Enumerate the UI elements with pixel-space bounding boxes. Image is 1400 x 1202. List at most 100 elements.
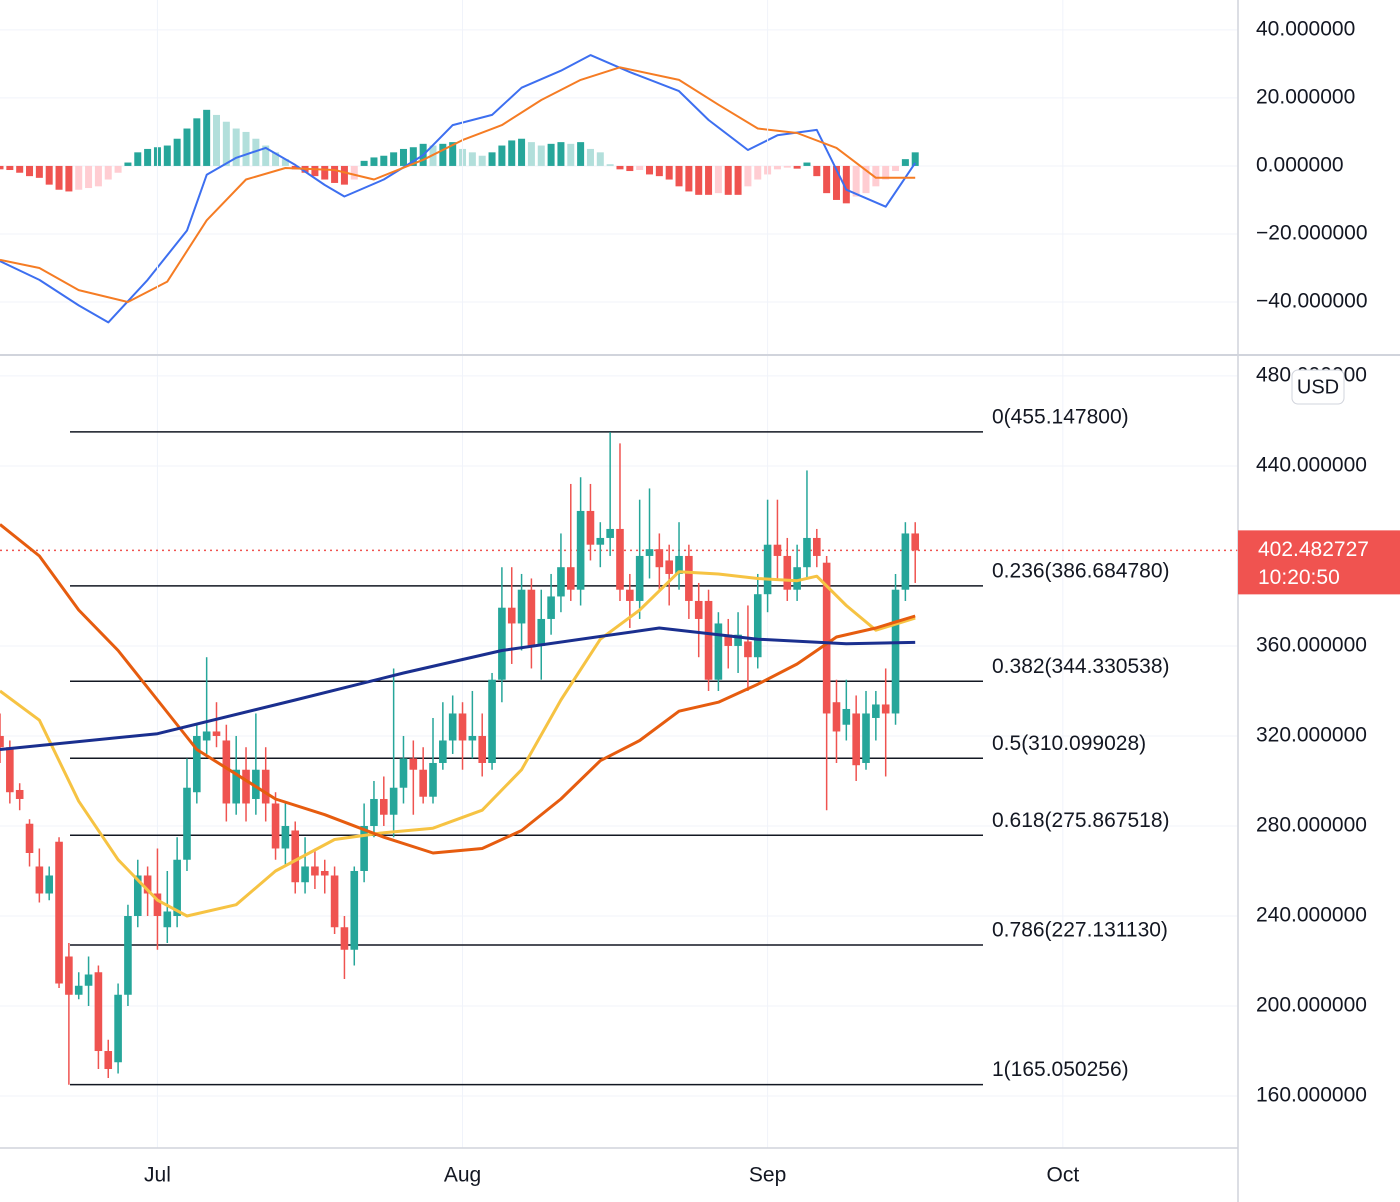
x-tick-label: Oct	[1046, 1164, 1079, 1187]
histogram-bar	[409, 147, 417, 166]
histogram-bar	[183, 128, 191, 166]
candle-body	[399, 758, 408, 788]
histogram-bar	[813, 165, 821, 177]
candle-body	[773, 544, 782, 556]
candle-body	[153, 893, 162, 916]
candle-body	[330, 875, 339, 928]
histogram-bar	[203, 109, 211, 166]
histogram-bar	[75, 165, 83, 190]
candle-body	[370, 798, 378, 826]
histogram-bar	[272, 152, 280, 166]
histogram-bar	[222, 121, 230, 166]
histogram-bar	[685, 165, 693, 192]
candle-body	[665, 560, 673, 574]
histogram-bar	[793, 165, 801, 169]
histogram-bar	[803, 162, 811, 166]
histogram-bar	[252, 138, 260, 166]
histogram-bar	[537, 145, 545, 166]
x-tick-label: Sep	[749, 1164, 786, 1187]
histogram-bar	[527, 142, 535, 166]
candle-body	[557, 567, 565, 597]
y-tick-label: −40.000000	[1256, 290, 1368, 313]
candle-body	[714, 623, 723, 680]
candle-body	[242, 769, 250, 804]
candle-body	[173, 859, 181, 916]
candle-body	[498, 607, 506, 680]
candle-body	[163, 911, 172, 928]
histogram-bar	[655, 165, 663, 177]
histogram-bar	[114, 165, 122, 173]
histogram-bar	[94, 165, 102, 187]
candle-body	[803, 537, 811, 568]
candle-body	[114, 994, 122, 1063]
candle-body	[360, 825, 368, 871]
histogram-bar	[577, 142, 585, 166]
candle-body	[222, 740, 231, 804]
histogram-bar	[173, 138, 181, 166]
candle-body	[704, 600, 713, 680]
candle-body	[419, 769, 427, 797]
histogram-bar	[734, 165, 742, 195]
histogram-bar	[0, 165, 4, 170]
histogram-bar	[852, 165, 860, 197]
line-series	[0, 523, 916, 855]
x-tick-label: Jul	[144, 1164, 171, 1187]
candle-body	[586, 510, 595, 545]
histogram-bar	[636, 165, 644, 171]
histogram-bar	[16, 165, 24, 173]
histogram-bar	[340, 165, 348, 185]
candle-body	[202, 731, 211, 741]
histogram-bar	[124, 162, 132, 166]
histogram-bar	[6, 165, 14, 171]
candle-body	[340, 927, 349, 950]
histogram-bar	[823, 165, 831, 194]
candle-body	[350, 870, 359, 950]
fib-label: 0.236(386.684780)	[992, 559, 1170, 582]
candle-body	[881, 704, 890, 714]
histogram-bar	[744, 165, 752, 187]
candle-body	[478, 735, 487, 763]
histogram-bar	[380, 155, 388, 166]
histogram-bar	[26, 165, 34, 177]
histogram-bar	[65, 165, 73, 192]
candle-body	[724, 634, 733, 646]
histogram-bar	[439, 143, 447, 166]
candle-body	[0, 735, 4, 748]
candle-body	[124, 915, 132, 995]
candle-body	[409, 758, 418, 770]
candle-body	[576, 510, 585, 590]
histogram-bar	[892, 165, 900, 172]
histogram-bar	[596, 152, 604, 166]
candle-body	[488, 679, 496, 763]
line-series	[0, 54, 917, 324]
fib-label: 0.618(275.867518)	[992, 809, 1170, 832]
y-tick-label: 0.000000	[1256, 153, 1344, 176]
histogram-bar	[350, 165, 358, 180]
candle-body	[439, 740, 447, 763]
candle-body	[616, 528, 624, 590]
histogram-bar	[281, 159, 289, 166]
candle-body	[281, 825, 290, 849]
candle-body	[45, 875, 54, 894]
line-series	[0, 570, 916, 918]
candle-body	[527, 589, 536, 646]
candle-body	[753, 594, 762, 658]
histogram-bar	[390, 152, 398, 166]
histogram-bar	[55, 165, 63, 190]
y-tick-label: 360.000000	[1256, 634, 1367, 657]
histogram-bar	[872, 165, 880, 187]
candle-body	[252, 769, 260, 799]
candle-body	[55, 841, 63, 984]
candle-body	[547, 596, 555, 619]
candle-body	[606, 528, 614, 538]
histogram-bar	[508, 140, 516, 166]
histogram-bar	[783, 165, 791, 168]
histogram-bar	[45, 165, 53, 185]
candle-body	[25, 823, 34, 853]
fib-label: 0.382(344.330538)	[992, 655, 1170, 678]
histogram-bar	[754, 165, 762, 180]
candle-body	[389, 787, 398, 815]
histogram-bar	[498, 145, 506, 166]
y-tick-label: 240.000000	[1256, 904, 1367, 927]
plot-layer: 40.000000 20.000000 0.000000 −20.000000 −40.…	[0, 0, 1368, 1187]
